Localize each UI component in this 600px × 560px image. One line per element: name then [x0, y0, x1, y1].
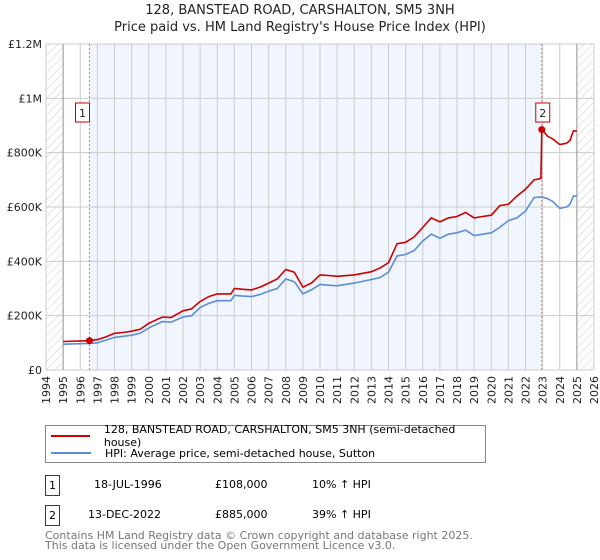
x-tick-label: 2017: [434, 376, 447, 404]
x-tick-label: 1994: [40, 376, 53, 404]
x-tick-label: 2009: [297, 376, 310, 404]
y-tick-label: £1.2M: [8, 38, 42, 51]
footer-licence: This data is licensed under the Open Gov…: [45, 539, 396, 552]
x-tick-label: 2019: [468, 376, 481, 404]
x-tick-label: 2003: [194, 376, 207, 404]
x-tick-label: 1997: [91, 376, 104, 404]
blue-line-swatch: [51, 452, 91, 454]
x-tick-label: 2014: [383, 376, 396, 404]
property-series-line: [63, 127, 577, 343]
sale-date: 18-JUL-1996: [94, 478, 162, 491]
x-tick-label: 2000: [143, 376, 156, 404]
sale-point: [85, 337, 93, 345]
legend-item-property: 128, BANSTEAD ROAD, CARSHALTON, SM5 3NH …: [46, 423, 485, 449]
y-tick-label: £200K: [7, 310, 43, 323]
x-tick-label: 2008: [280, 376, 293, 404]
footer-copyright: Contains HM Land Registry data © Crown c…: [45, 529, 473, 542]
x-tick-label: 2015: [400, 376, 413, 404]
x-tick-label: 1999: [126, 376, 139, 404]
x-tick-label: 2002: [177, 376, 190, 404]
x-tick-label: 2023: [537, 376, 550, 404]
x-tick-label: 1996: [74, 376, 87, 404]
red-line-swatch: [51, 435, 90, 437]
y-tick-label: £800K: [7, 147, 43, 160]
x-tick-label: 2025: [571, 376, 584, 404]
legend-item-hpi: HPI: Average price, semi-detached house,…: [46, 445, 375, 461]
x-tick-label: 2011: [331, 376, 344, 404]
x-tick-label: 2022: [520, 376, 533, 404]
y-tick-label: £400K: [7, 255, 43, 268]
legend-label-hpi: HPI: Average price, semi-detached house,…: [105, 446, 376, 460]
y-tick-label: £600K: [7, 201, 43, 214]
x-tick-label: 2026: [588, 376, 600, 404]
sale-price: £108,000: [215, 478, 268, 491]
sale-annotation-box: [535, 102, 551, 123]
hpi-series-line: [63, 195, 577, 345]
x-tick-label: 2010: [314, 376, 327, 404]
footer: Contains HM Land Registry data © Crown c…: [45, 529, 473, 552]
x-tick-label: 2004: [211, 376, 224, 404]
sale-annotation-box: [74, 102, 90, 123]
x-tick-label: 1998: [109, 376, 122, 404]
x-tick-label: 2018: [451, 376, 464, 404]
x-tick-label: 2001: [160, 376, 173, 404]
sale-annotation-label: 1: [79, 107, 86, 120]
x-tick-label: 2013: [365, 376, 378, 404]
x-tick-label: 2012: [348, 376, 361, 404]
x-tick-label: 2016: [417, 376, 430, 404]
sale-marker-badge: 1: [45, 475, 60, 496]
sale-hpi-change: 10% ↑ HPI: [312, 478, 371, 491]
chart-subtitle: Price paid vs. HM Land Registry's House …: [114, 20, 486, 35]
sale-date: 13-DEC-2022: [88, 508, 162, 521]
x-tick-label: 1995: [57, 376, 70, 404]
x-tick-label: 2024: [554, 376, 567, 404]
sale-point: [538, 126, 546, 134]
sale-price: £885,000: [215, 508, 268, 521]
legend-label-property: 128, BANSTEAD ROAD, CARSHALTON, SM5 3NH …: [103, 423, 456, 449]
sale-hpi-change: 39% ↑ HPI: [312, 508, 371, 521]
x-tick-label: 2006: [246, 376, 259, 404]
x-tick-label: 2020: [485, 376, 498, 404]
sale-annotation-label: 2: [539, 107, 546, 120]
legend: 128, BANSTEAD ROAD, CARSHALTON, SM5 3NH …: [45, 423, 486, 463]
x-tick-label: 2005: [228, 376, 241, 404]
line-chart: 1 2 1994 1995 1996 1997 1998 1999 2000 2001 2002 20…: [7, 38, 600, 404]
y-tick-label: £1M: [19, 92, 43, 105]
sale-marker-badge: 2: [45, 505, 60, 526]
chart-title: 128, BANSTEAD ROAD, CARSHALTON, SM5 3NH: [145, 3, 455, 18]
x-tick-label: 2021: [502, 376, 515, 404]
x-tick-label: 2007: [263, 376, 276, 404]
y-tick-label: £0: [28, 364, 42, 377]
